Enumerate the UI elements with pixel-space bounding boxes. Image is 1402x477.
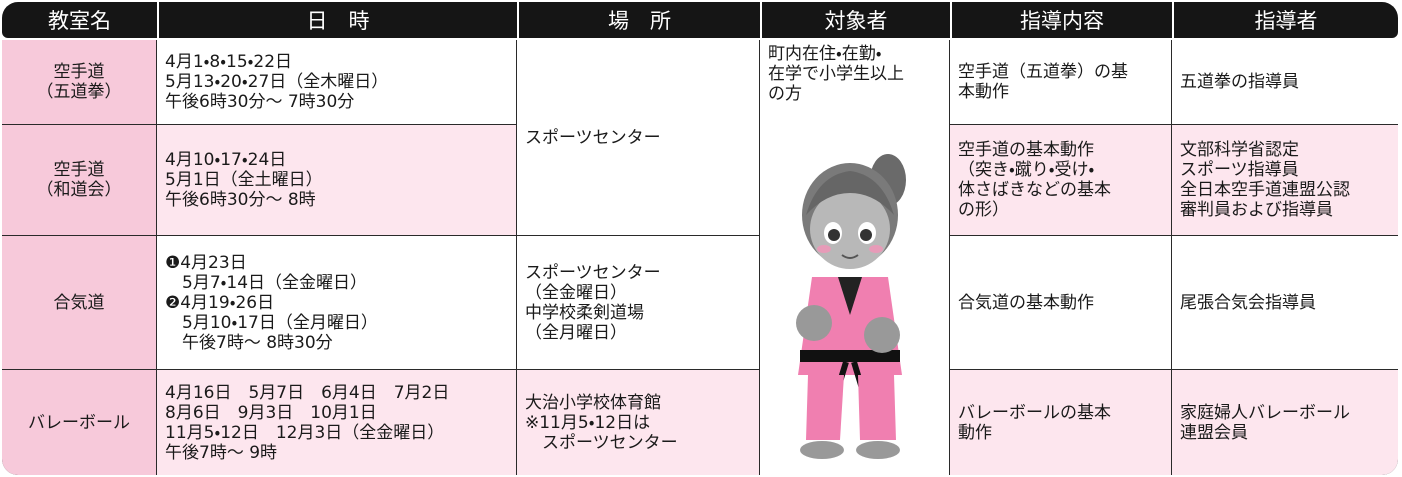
header-cell: 対象者 [760,2,950,38]
class-name: 空手道 （和道会） [2,125,156,235]
cell-line: 大治小学校体育館 [525,392,661,413]
cell-line: （全金曜日） [525,282,627,303]
schedule: 4月16日 5月7日 6月4日 7月2日 8月6日 9月3日 10月1日 11月5・… [157,370,516,475]
cell-line: バレーボールの基本 [958,402,1111,423]
cell-line: 尾張合気会指導員 [1180,292,1316,313]
cell-line: 動作 [958,422,992,443]
cell-line: 合気道 [53,292,105,313]
cell-line: 連盟会員 [1180,422,1248,443]
cell-line: スポーツセンター [525,262,661,283]
cell-line: ※11月5・12日は [525,412,651,433]
header-cell: 場 所 [517,2,760,38]
schedule: ❶4月23日 5月7・14日（全金曜日） ❷4月19・26日 5月10・17日（全… [157,236,516,369]
place: スポーツセンター （全金曜日） 中学校柔剣道場 （全月曜日） [517,236,759,369]
cell-line: ❷4月19・26日 [165,292,275,313]
cell-line: 空手道（五道拳）の基 [958,62,1128,82]
cell-line: 空手道の基本動作 [958,140,1094,160]
cell-line: 家庭婦人バレーボール [1180,402,1350,423]
cell-line: 5月13・20・27日（全木曜日） [165,72,389,92]
cell-line: 4月16日 5月7日 6月4日 7月2日 [165,382,450,403]
cell-line: 審判員および指導員 [1180,200,1333,220]
cell-line: （全月曜日） [525,322,627,343]
cell-line: 5月1日（全土曜日） [165,170,323,190]
cell-line: 5月7・14日（全金曜日） [165,272,368,293]
cell-line: 5月10・17日（全月曜日） [165,312,378,333]
cell-line: 文部科学省認定 [1180,140,1299,160]
place: 大治小学校体育館 ※11月5・12日は スポーツセンター [517,370,759,475]
header-cell: 教室名 [48,9,111,33]
cell-line: 町内在住・在勤・ [768,44,882,64]
cell-line: （和道会） [36,180,122,200]
cell-line: ❶4月23日 [165,252,247,273]
cell-line: 午後6時30分～ 8時 [165,190,316,210]
table-body: 空手道 （五道拳） 4月1・8・15・22日 5月13・20・27日（全木曜日） 午後… [2,40,1398,475]
karate-illustration [796,154,906,459]
content: 空手道の基本動作 （突き・蹴り・受け・ 体さばきなどの基本 の形） [950,125,1171,235]
instructor: 尾張合気会指導員 [1172,236,1398,369]
cell-line: 空手道 [53,160,105,180]
cell-line: 8月6日 9月3日 10月1日 [165,402,377,423]
cell-line: スポーツセンター [525,432,678,453]
cell-line: の方 [768,84,802,104]
schedule: 4月1・8・15・22日 5月13・20・27日（全木曜日） 午後6時30分～ 7時… [157,40,516,124]
cell-line: 全日本空手道連盟公認 [1180,180,1350,200]
header-cell: 日 時 [157,2,517,38]
content: 合気道の基本動作 [950,236,1171,369]
header-cell: 指導者 [1172,2,1398,38]
cell-line: 合気道の基本動作 [958,292,1094,313]
cell-line: 午後7時～ 9時 [165,442,278,463]
content: バレーボールの基本 動作 [950,370,1171,475]
cell-line: 中学校柔剣道場 [525,302,644,323]
cell-line: 本動作 [958,82,1009,102]
class-name: バレーボール [2,370,156,475]
class-name: 空手道 （五道拳） [2,40,156,124]
cell-line: の形） [958,200,1009,220]
cell-line: 4月1・8・15・22日 [165,52,293,72]
cell-line: （五道拳） [36,82,122,102]
cell-line: 空手道 [53,62,105,82]
cell-line: 体さばきなどの基本 [958,180,1111,200]
cell-line: 在学で小学生以上 [768,64,904,84]
cell-line: 午後6時30分～ 7時30分 [165,92,355,112]
cell-line: （突き・蹴り・受け・ [958,160,1095,180]
instructor: 文部科学省認定 スポーツ指導員 全日本空手道連盟公認 審判員および指導員 [1172,125,1398,235]
cell-line: 五道拳の指導員 [1180,72,1299,92]
cell-line: 午後7時～ 8時30分 [165,332,333,353]
class-name: 合気道 [2,236,156,369]
header-cell: 指導内容 [950,2,1172,38]
content: 空手道（五道拳）の基 本動作 [950,40,1171,124]
schedule: 4月10・17・24日 5月1日（全土曜日） 午後6時30分～ 8時 [157,125,516,235]
place: スポーツセンター [517,40,759,235]
cell-line: 11月5・12日 12月3日（全金曜日） [165,422,445,443]
table-header: 教室名 日 時 場 所 対象者 指導内容 指導者 [2,2,1398,38]
instructor: 五道拳の指導員 [1172,40,1398,124]
instructor: 家庭婦人バレーボール 連盟会員 [1172,370,1398,475]
cell-line: スポーツセンター [525,127,661,148]
cell-line: スポーツ指導員 [1180,160,1299,180]
target: 町内在住・在勤・ 在学で小学生以上 の方 [760,40,949,475]
cell-line: バレーボール [28,412,130,433]
cell-line: 4月10・17・24日 [165,150,287,170]
